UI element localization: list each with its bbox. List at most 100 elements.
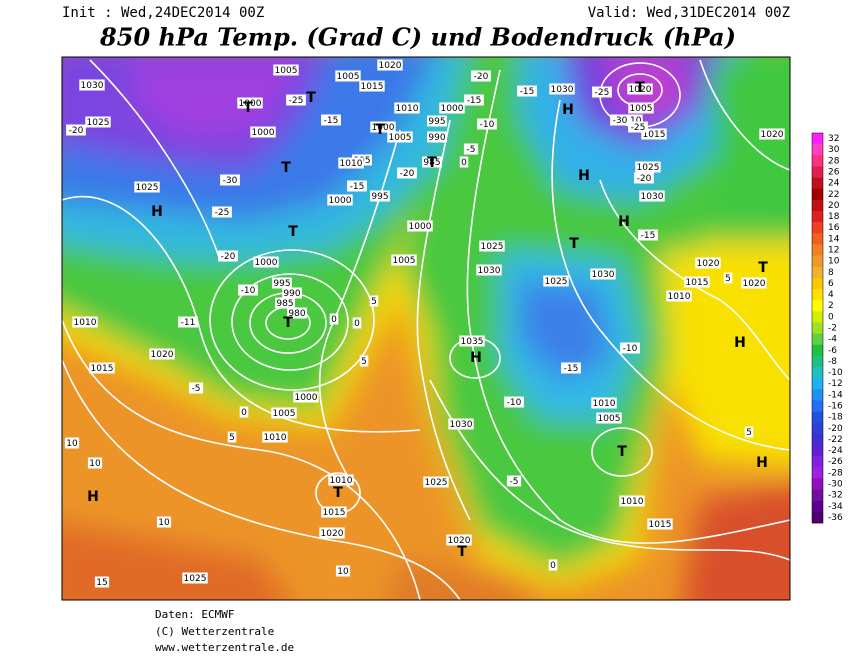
contour-label: -11 [181,318,196,328]
contour-label: 1035 [461,337,484,347]
contour-label: -25 [289,96,304,106]
pressure-center: H [151,204,163,220]
scale-label: 28 [828,156,840,166]
scale-label: -6 [828,346,837,356]
label-box [548,559,558,571]
scale-swatch [812,311,823,323]
contour-label: 985 [276,299,293,309]
contour-label: 1030 [551,85,574,95]
label-box [427,115,447,127]
scale-label: 12 [828,246,839,256]
contour-label: -20 [637,174,652,184]
contour-label: 5 [725,274,731,284]
label-box [590,268,616,280]
scale-swatch [812,355,823,368]
label-box [85,116,111,128]
contour-label: 1000 [409,222,432,232]
pressure-center: T [306,90,316,106]
label-box [218,250,238,262]
contour-label: 1020 [448,536,471,546]
label-box [188,382,204,394]
contour-label: 1010 [396,104,419,114]
label-box [72,316,98,328]
color-scale: 32302826242220181614121086420-2-4-6-8-10… [811,132,843,524]
contour-label: 1015 [323,508,346,518]
contour-label: 0 [461,158,467,168]
pressure-center: T [281,160,291,176]
pressure-center: H [562,102,574,118]
label-box [156,516,172,528]
label-box [617,114,643,126]
label-box [638,229,658,241]
label-box [329,313,339,325]
scale-swatch [812,155,823,167]
scale-swatch [812,344,823,357]
contour-label: 980 [288,309,305,319]
pressure-center: T [758,260,768,276]
contour-label: -15 [467,96,482,106]
pressure-center: T [569,236,579,252]
scale-swatch [812,389,823,401]
scale-swatch [812,322,823,334]
contour-label: 1005 [275,66,298,76]
label-box [286,94,306,106]
label-box [335,565,351,577]
contour-label: 5 [371,297,377,307]
label-box [506,475,522,487]
scale-swatch [812,433,823,446]
pressure-center: H [734,335,746,351]
label-box [610,114,630,126]
contour-label: 1010 [74,318,97,328]
contour-label: 1020 [697,259,720,269]
contour-label: 1000 [239,99,262,109]
label-box [422,156,442,168]
label-box [459,156,469,168]
contour-label: 10 [337,567,349,577]
label-box [347,180,367,192]
scale-label: -18 [828,413,843,423]
copyright: (C) Wetterzentrale [155,625,274,638]
scale-label: -12 [828,379,843,389]
label-box [253,256,279,268]
scale-label: -14 [828,390,843,400]
scale-swatch [812,133,823,145]
label-box [463,143,479,155]
label-box [504,396,524,408]
contour-label: 1025 [136,183,159,193]
label-box [591,397,617,409]
scale-swatch [812,177,823,190]
contour-label: 1025 [425,478,448,488]
contour-label: 1020 [761,130,784,140]
contour-label: -20 [400,169,415,179]
contour-label: -30 [223,176,238,186]
contour-label: -20 [69,126,84,136]
contour-label: 1005 [389,133,412,143]
contour-label: 1025 [481,242,504,252]
scale-swatch [812,511,823,524]
scale-label: -20 [828,424,843,434]
scale-swatch [812,233,823,245]
label-box [634,172,654,184]
map-title: 850 hPa Temp. (Grad C) und Bodendruck (h… [99,23,736,52]
contour-label: 1000 [441,104,464,114]
contour-label: 1010 [621,497,644,507]
label-box [377,59,403,71]
contour-label: 5 [361,357,367,367]
scale-label: -36 [828,513,843,523]
pressure-center: H [618,214,630,230]
label-box [464,94,484,106]
scale-label: -30 [828,480,843,490]
scale-swatch [812,244,823,256]
contour-label: -5 [510,477,519,487]
data-source: Daten: ECMWF [155,608,234,621]
pressure-center: T [243,100,253,116]
contour-label: 1005 [630,104,653,114]
contour-label: -15 [520,87,535,97]
contour-label: -25 [215,208,230,218]
scale-label: -8 [828,357,837,367]
label-box [178,316,198,328]
label-box [94,576,110,588]
map-frame [61,56,791,601]
contour-label: 985 [423,158,440,168]
scale-swatch [812,166,823,178]
